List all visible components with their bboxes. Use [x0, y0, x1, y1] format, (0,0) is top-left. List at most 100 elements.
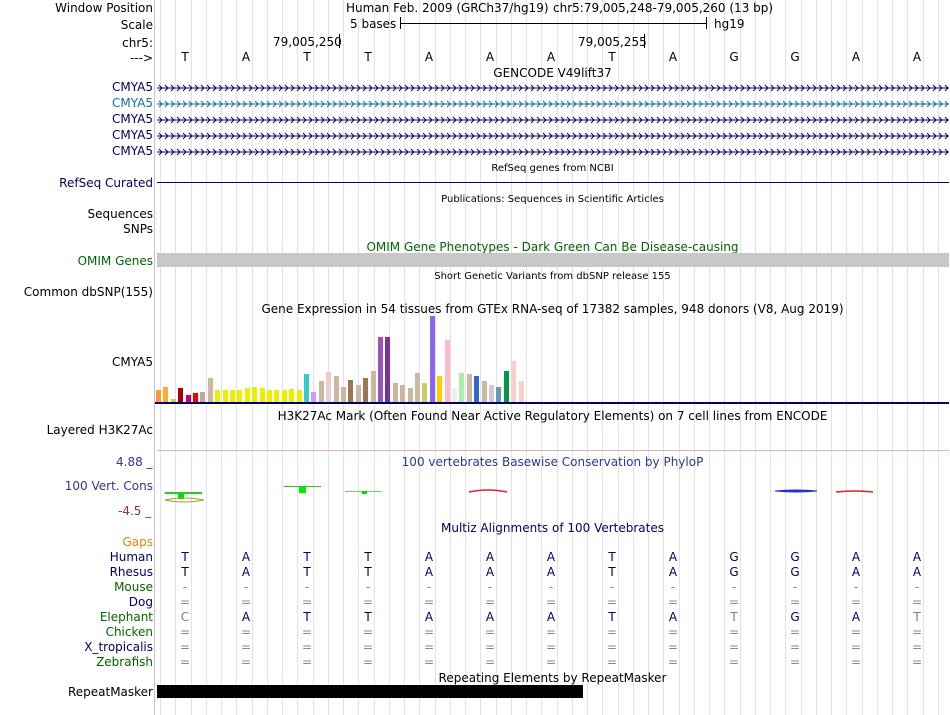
- reference-base: A: [912, 50, 922, 64]
- gtex-tissue-bar[interactable]: [311, 392, 316, 402]
- gtex-tissue-bar[interactable]: [200, 392, 205, 402]
- gtex-tissue-bar[interactable]: [297, 390, 302, 402]
- gtex-tissue-bar[interactable]: [282, 390, 287, 402]
- repeat-element-bar[interactable]: [157, 685, 583, 698]
- species-label-elephant[interactable]: Elephant: [99, 610, 153, 624]
- gtex-tissue-bar[interactable]: [186, 395, 191, 402]
- gencode-gene-model[interactable]: [157, 99, 949, 109]
- gtex-baseline: [155, 402, 949, 404]
- gtex-tissue-bar[interactable]: [289, 389, 294, 402]
- gtex-tissue-bar[interactable]: [504, 371, 509, 402]
- gtex-tissue-bar[interactable]: [223, 390, 228, 402]
- gencode-gene-model[interactable]: [157, 131, 949, 141]
- gtex-tissue-bar[interactable]: [371, 371, 376, 402]
- refseq-track-label[interactable]: RefSeq Curated: [59, 176, 153, 190]
- gtex-tissue-bar[interactable]: [422, 383, 427, 402]
- gtex-tissue-bar[interactable]: [267, 390, 272, 402]
- scale-bar: [400, 23, 706, 24]
- sequences-track-label[interactable]: Sequences: [87, 207, 153, 221]
- species-label-dog[interactable]: Dog: [128, 595, 153, 609]
- gtex-tissue-bar[interactable]: [408, 388, 413, 402]
- species-label-human[interactable]: Human: [109, 550, 153, 564]
- gtex-tissue-bar[interactable]: [430, 316, 435, 402]
- gtex-tissue-bar[interactable]: [474, 376, 479, 402]
- phylop-min-label: -4.5 _: [118, 504, 152, 518]
- gtex-tissue-bar[interactable]: [393, 383, 398, 402]
- gtex-tissue-bar[interactable]: [260, 388, 265, 402]
- refseq-gene-line[interactable]: [157, 182, 949, 183]
- species-label-mouse[interactable]: Mouse: [114, 580, 153, 594]
- snps-track-label[interactable]: SNPs: [123, 222, 153, 236]
- grid-line: [328, 0, 329, 715]
- omim-gene-bar[interactable]: [157, 253, 949, 267]
- gtex-tissue-bar[interactable]: [156, 390, 161, 402]
- gencode-gene-model[interactable]: [157, 147, 949, 157]
- aligned-base: =: [667, 655, 679, 669]
- aligned-base: C: [180, 610, 190, 624]
- gtex-tissue-bar[interactable]: [348, 380, 353, 402]
- aligned-base: A: [668, 565, 678, 579]
- gtex-tissue-bar[interactable]: [163, 387, 168, 402]
- gtex-tissue-bar[interactable]: [193, 393, 198, 402]
- gencode-gene-label[interactable]: CMYA5: [112, 112, 153, 126]
- aligned-base: =: [789, 625, 801, 639]
- h3k27ac-track-label[interactable]: Layered H3K27Ac: [46, 423, 153, 437]
- species-label-chicken[interactable]: Chicken: [105, 625, 153, 639]
- gtex-tissue-bar[interactable]: [511, 361, 516, 402]
- gtex-tissue-bar[interactable]: [334, 376, 339, 402]
- gtex-tissue-bar[interactable]: [237, 390, 242, 402]
- gtex-tissue-bar[interactable]: [319, 381, 324, 402]
- aligned-base: -: [853, 580, 859, 594]
- grid-line: [663, 0, 664, 715]
- gtex-track-label[interactable]: CMYA5: [112, 355, 153, 369]
- reference-base: A: [668, 50, 678, 64]
- gtex-tissue-bar[interactable]: [230, 390, 235, 402]
- gencode-gene-model[interactable]: [157, 115, 949, 125]
- gtex-tissue-bar[interactable]: [208, 378, 213, 402]
- repeatmasker-track-label[interactable]: RepeatMasker: [67, 685, 153, 699]
- gtex-tissue-bar[interactable]: [385, 337, 390, 402]
- gtex-tissue-bar[interactable]: [252, 387, 257, 402]
- species-label-zebrafish[interactable]: Zebrafish: [96, 655, 153, 669]
- reference-base: A: [485, 50, 495, 64]
- gtex-tissue-bar[interactable]: [437, 376, 442, 402]
- aligned-base: G: [790, 550, 800, 564]
- gtex-tissue-bar[interactable]: [445, 340, 450, 402]
- gencode-gene-label[interactable]: CMYA5: [112, 96, 153, 110]
- aligned-base: =: [728, 655, 740, 669]
- gtex-tissue-bar[interactable]: [496, 387, 501, 402]
- gtex-tissue-bar[interactable]: [467, 374, 472, 402]
- gtex-tissue-bar[interactable]: [245, 388, 250, 402]
- gencode-gene-label[interactable]: CMYA5: [112, 144, 153, 158]
- gtex-tissue-bar[interactable]: [378, 337, 383, 402]
- gtex-tissue-bar[interactable]: [341, 387, 346, 402]
- gtex-tissue-bar[interactable]: [400, 385, 405, 402]
- gtex-tissue-bar[interactable]: [274, 390, 279, 402]
- species-label-rhesus[interactable]: Rhesus: [109, 565, 153, 579]
- dbsnp-track-label[interactable]: Common dbSNP(155): [23, 285, 153, 299]
- gtex-tissue-bar[interactable]: [519, 381, 524, 402]
- gtex-tissue-bar[interactable]: [489, 385, 494, 402]
- gtex-tissue-bar[interactable]: [482, 381, 487, 402]
- aligned-base: =: [545, 640, 557, 654]
- gtex-tissue-bar[interactable]: [363, 378, 368, 402]
- omim-track-label[interactable]: OMIM Genes: [77, 254, 153, 268]
- grid-line: [572, 0, 573, 715]
- gtex-tissue-bar[interactable]: [459, 373, 464, 402]
- phylop-track-label[interactable]: 100 Vert. Cons: [64, 479, 153, 493]
- gtex-tissue-bar[interactable]: [178, 388, 183, 402]
- gtex-tissue-bar[interactable]: [452, 388, 457, 402]
- gtex-tissue-bar[interactable]: [304, 374, 309, 402]
- species-label-x_tropicalis[interactable]: X_tropicalis: [84, 640, 153, 654]
- gtex-tissue-bar[interactable]: [171, 399, 176, 402]
- aligned-base: -: [304, 580, 310, 594]
- gencode-gene-label[interactable]: CMYA5: [112, 80, 153, 94]
- gtex-tissue-bar[interactable]: [215, 390, 220, 402]
- publications-track-title: Publications: Sequences in Scientific Ar…: [441, 194, 664, 205]
- gtex-tissue-bar[interactable]: [326, 372, 331, 402]
- gencode-gene-label[interactable]: CMYA5: [112, 128, 153, 142]
- gtex-tissue-bar[interactable]: [415, 373, 420, 402]
- reference-base: A: [546, 50, 556, 64]
- gtex-tissue-bar[interactable]: [356, 385, 361, 402]
- gencode-gene-model[interactable]: [157, 83, 949, 93]
